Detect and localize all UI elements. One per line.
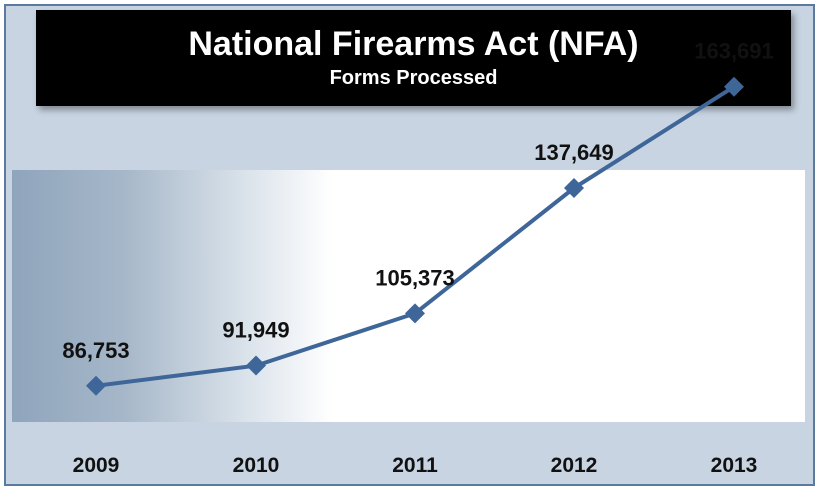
data-point-marker	[86, 375, 106, 396]
data-point-marker	[564, 177, 584, 198]
data-label: 105,373	[375, 265, 455, 290]
data-label: 91,949	[222, 318, 289, 343]
x-tick-label: 2009	[73, 454, 120, 477]
x-tick-label: 2010	[233, 454, 280, 477]
chart-title: National Firearms Act (NFA)	[188, 25, 639, 63]
data-label: 137,649	[534, 140, 614, 165]
data-label: 163,691	[694, 39, 774, 64]
x-tick-label: 2012	[551, 454, 598, 477]
data-label: 86,753	[62, 338, 129, 363]
data-point-marker	[246, 355, 266, 376]
x-tick-label: 2011	[392, 454, 438, 477]
data-point-marker	[405, 303, 425, 324]
chart-title-box: National Firearms Act (NFA) Forms Proces…	[36, 10, 791, 106]
series-line	[95, 85, 736, 388]
data-point-marker	[724, 76, 744, 97]
plot-shading	[12, 170, 332, 422]
x-tick-label: 2013	[711, 454, 758, 477]
chart-subtitle: Forms Processed	[329, 67, 498, 89]
